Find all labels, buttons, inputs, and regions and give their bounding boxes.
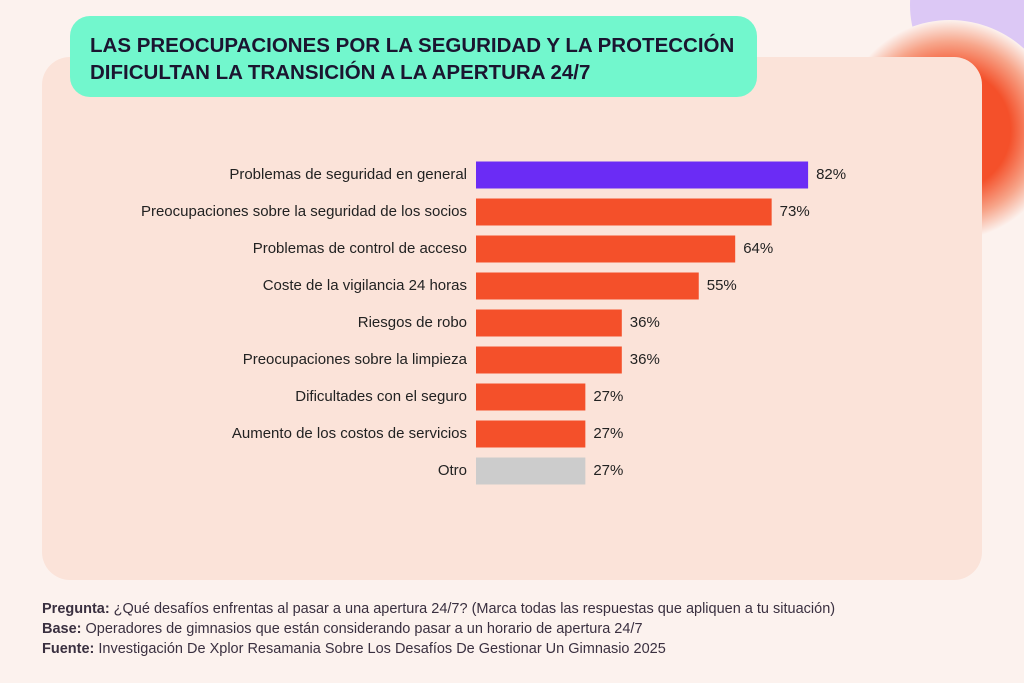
category-label: Problemas de seguridad en general bbox=[229, 166, 467, 183]
bar bbox=[476, 161, 809, 189]
bar bbox=[476, 235, 736, 263]
category-label: Riesgos de robo bbox=[358, 314, 467, 331]
category-label: Coste de la vigilancia 24 horas bbox=[263, 277, 467, 294]
notes: Pregunta: ¿Qué desafíos enfrentas al pasa… bbox=[42, 599, 835, 659]
value-label: 27% bbox=[593, 388, 623, 405]
value-label: 36% bbox=[630, 314, 660, 331]
value-label: 27% bbox=[593, 462, 623, 479]
category-label: Aumento de los costos de servicios bbox=[232, 425, 467, 442]
note-label: Base: bbox=[42, 621, 82, 637]
bar bbox=[476, 457, 586, 485]
bar bbox=[476, 198, 772, 226]
value-label: 36% bbox=[630, 351, 660, 368]
value-label: 73% bbox=[780, 203, 810, 220]
bar bbox=[476, 420, 586, 448]
category-label: Dificultades con el seguro bbox=[295, 388, 467, 405]
category-label: Problemas de control de acceso bbox=[253, 240, 467, 257]
bar bbox=[476, 383, 586, 411]
note-label: Pregunta: bbox=[42, 601, 110, 617]
bar bbox=[476, 272, 699, 300]
value-label: 27% bbox=[593, 425, 623, 442]
note-label: Fuente: bbox=[42, 641, 95, 657]
note-text: Operadores de gimnasios que están consid… bbox=[85, 621, 643, 637]
category-label: Otro bbox=[438, 462, 467, 479]
bar bbox=[476, 309, 622, 337]
category-label: Preocupaciones sobre la seguridad de los… bbox=[141, 203, 467, 220]
value-label: 64% bbox=[743, 240, 773, 257]
note: Base: Operadores de gimnasios que están c… bbox=[42, 619, 835, 639]
note: Fuente: Investigación De Xplor Resamania … bbox=[42, 639, 835, 659]
note: Pregunta: ¿Qué desafíos enfrentas al pasa… bbox=[42, 599, 835, 619]
note-text: ¿Qué desafíos enfrentas al pasar a una a… bbox=[113, 601, 836, 617]
category-label: Preocupaciones sobre la limpieza bbox=[243, 351, 468, 368]
value-label: 82% bbox=[816, 166, 846, 183]
value-label: 55% bbox=[707, 277, 737, 294]
note-text: Investigación De Xplor Resamania Sobre L… bbox=[98, 641, 666, 657]
bar bbox=[476, 346, 622, 374]
chart-title: LAS PREOCUPACIONES POR LA SEGURIDAD Y LA… bbox=[70, 16, 757, 97]
